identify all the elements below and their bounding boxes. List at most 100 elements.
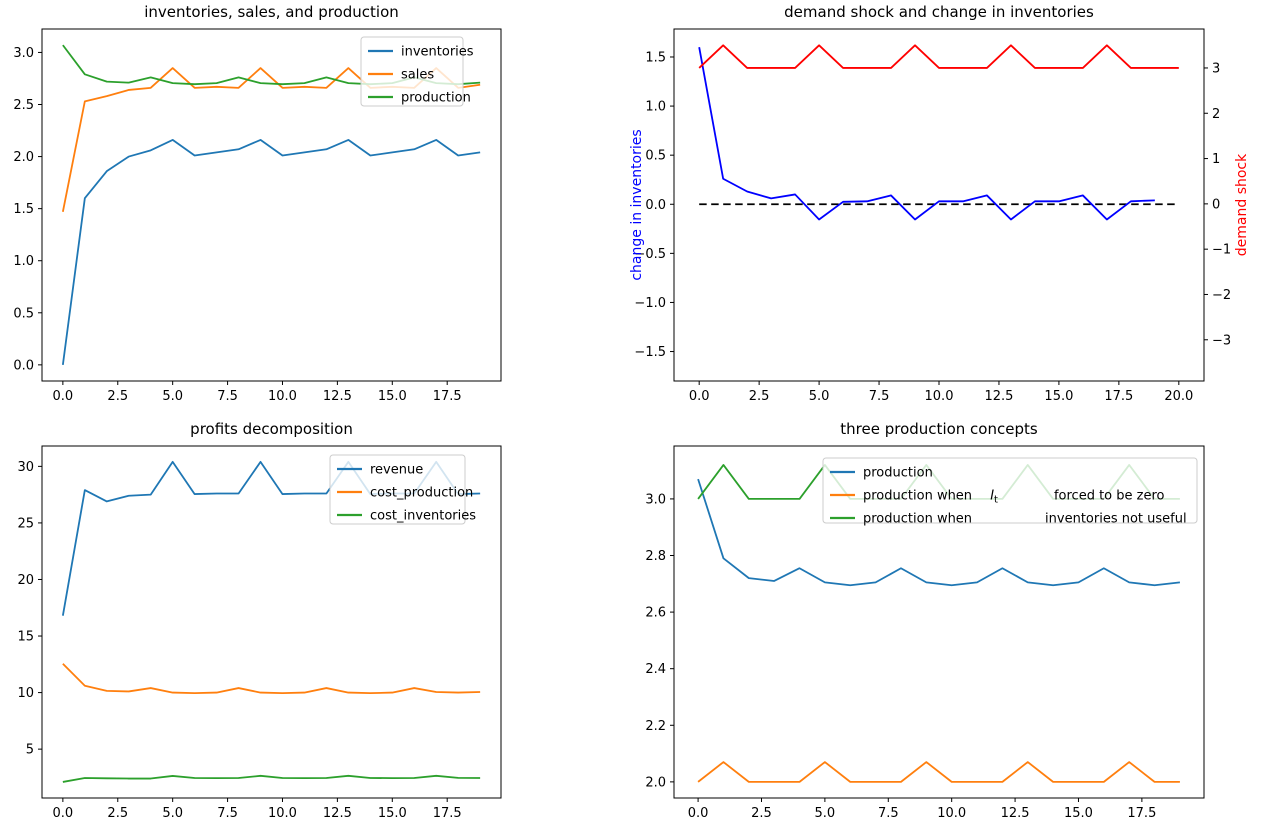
x-tick-label: 0.0 bbox=[53, 389, 74, 404]
x-axis-ticks: 0.0 2.5 5.0 7.5 10.0 12.5 15.0 17.5 bbox=[688, 798, 1156, 821]
plot-canvas: 0.0 2.5 5.0 7.5 10.0 12.5 15.0 17.5 5 10 15 20 25 30 r… bbox=[17, 445, 502, 821]
y-tick-label: −1.0 bbox=[634, 296, 666, 311]
y-tick-label: 2.8 bbox=[645, 549, 666, 564]
y-tick-label: 1.0 bbox=[645, 100, 666, 115]
y-tick-label: 25 bbox=[17, 516, 34, 531]
legend-item-label: sales bbox=[401, 68, 434, 83]
x-tick-label: 15.0 bbox=[1044, 389, 1073, 404]
x-tick-label: 15.0 bbox=[1064, 806, 1093, 821]
x-tick-label: 5.0 bbox=[162, 389, 183, 404]
right-y-tick-label: 1 bbox=[1212, 152, 1220, 167]
plot-canvas: 0.0 2.5 5.0 7.5 10.0 12.5 15.0 17.5 20.0−1.5−1.0… bbox=[629, 28, 1250, 404]
y-tick-label: 1.5 bbox=[645, 50, 666, 65]
y-tick-label: 10 bbox=[17, 686, 34, 701]
right-y-axis-ticks: −3 −2 −1 0 1 2 3 bbox=[1204, 61, 1231, 348]
x-tick-label: 17.5 bbox=[433, 806, 462, 821]
y-tick-label: 2.0 bbox=[645, 775, 666, 790]
right-y-tick-label: −2 bbox=[1212, 288, 1231, 303]
axes-frame bbox=[41, 445, 502, 799]
legend-box bbox=[360, 36, 464, 107]
y-tick-label: 2.4 bbox=[645, 662, 666, 677]
subplot-demand-shock-change-in-inventories: demand shock and change in inventories 0… bbox=[629, 0, 1264, 417]
y-axis-ticks: 5 10 15 20 25 30 bbox=[17, 460, 42, 758]
series-production-when-it-forced-to-be-zero bbox=[697, 761, 1180, 783]
legend-item-label: cost_production bbox=[370, 486, 473, 501]
x-tick-label: 2.5 bbox=[107, 806, 128, 821]
y-tick-label: 0.5 bbox=[13, 306, 34, 321]
y-tick-label: 20 bbox=[17, 573, 34, 588]
series-demand-shock bbox=[698, 44, 1179, 69]
subplot-inventories-sales-production: inventories, sales, and production 0.0 2.… bbox=[0, 0, 632, 417]
y-axis-ticks: −1.5 −1.0 −0.5 0.0 0.5 1.0 1.5 bbox=[634, 50, 674, 360]
x-tick-label: 10.0 bbox=[925, 389, 954, 404]
subplot-three-production-concepts: three production concepts 0.0 2.5 5.0 7.5 10… bbox=[632, 417, 1264, 834]
legend: revenue cost_production cost_inventories bbox=[329, 454, 476, 525]
plot-title: three production concepts bbox=[840, 420, 1038, 438]
x-tick-label: 17.5 bbox=[1127, 806, 1156, 821]
y-tick-label: −0.5 bbox=[634, 247, 666, 262]
y-tick-label: 1.5 bbox=[13, 202, 34, 217]
x-tick-label: 7.5 bbox=[217, 806, 238, 821]
x-tick-label: 17.5 bbox=[1104, 389, 1133, 404]
legend-item-label: cost_inventories bbox=[370, 509, 476, 524]
x-tick-label: 10.0 bbox=[268, 389, 297, 404]
x-tick-label: 0.0 bbox=[688, 806, 709, 821]
y-tick-label: 0.5 bbox=[645, 149, 666, 164]
x-tick-label: 20.0 bbox=[1164, 389, 1193, 404]
legend: inventories sales production bbox=[360, 36, 474, 107]
legend-box bbox=[329, 454, 466, 525]
y-tick-label: 2.2 bbox=[645, 719, 666, 734]
x-axis-ticks: 0.0 2.5 5.0 7.5 10.0 12.5 15.0 17.5 bbox=[53, 798, 462, 821]
x-tick-label: 5.0 bbox=[809, 389, 830, 404]
x-tick-label: 10.0 bbox=[268, 806, 297, 821]
x-tick-label: 5.0 bbox=[162, 806, 183, 821]
x-tick-label: 0.0 bbox=[689, 389, 710, 404]
series-inventories bbox=[61, 139, 481, 365]
axes-frame bbox=[673, 445, 1205, 799]
x-tick-label: 0.0 bbox=[53, 806, 74, 821]
y-tick-label: 2.0 bbox=[13, 150, 34, 165]
plot-canvas: 0.0 2.5 5.0 7.5 10.0 12.5 15.0 17.5 0.0 0.5 1.0 1.5… bbox=[13, 28, 502, 404]
x-tick-label: 7.5 bbox=[217, 389, 238, 404]
x-tick-label: 7.5 bbox=[869, 389, 890, 404]
y-tick-label: 2.5 bbox=[13, 98, 34, 113]
y-axis-ticks: 2.0 2.2 2.4 2.6 2.8 3.0 bbox=[645, 492, 674, 790]
right-y-axis-label: demand shock bbox=[1234, 153, 1250, 256]
y-tick-label: −1.5 bbox=[634, 345, 666, 360]
right-y-tick-label: −1 bbox=[1212, 243, 1231, 258]
legend-item-label: production when It forced to be zero bbox=[863, 489, 1165, 506]
series-change-in-inventories bbox=[698, 46, 1155, 221]
x-axis-ticks: 0.0 2.5 5.0 7.5 10.0 12.5 15.0 17.5 bbox=[53, 381, 462, 404]
plot-title: profits decomposition bbox=[190, 420, 353, 438]
plot-title: demand shock and change in inventories bbox=[784, 3, 1094, 21]
x-tick-label: 12.5 bbox=[984, 389, 1013, 404]
y-tick-label: 0.0 bbox=[645, 198, 666, 213]
x-tick-label: 2.5 bbox=[107, 389, 128, 404]
x-tick-label: 5.0 bbox=[815, 806, 836, 821]
y-tick-label: 2.6 bbox=[645, 606, 666, 621]
legend-item-label: inventories bbox=[401, 45, 474, 60]
x-tick-label: 17.5 bbox=[433, 389, 462, 404]
x-tick-label: 12.5 bbox=[323, 389, 352, 404]
x-tick-label: 15.0 bbox=[378, 806, 407, 821]
y-tick-label: 3.0 bbox=[13, 46, 34, 61]
legend-item-label: production when inventories not useful bbox=[863, 512, 1187, 527]
y-tick-label: 1.0 bbox=[13, 254, 34, 269]
legend: production production when It forced to be… bbox=[822, 457, 1198, 527]
plot-canvas: 0.0 2.5 5.0 7.5 10.0 12.5 15.0 17.5 2.0 2.2 2.4 2.6… bbox=[645, 445, 1205, 821]
y-tick-label: 0.0 bbox=[13, 358, 34, 373]
series-cost-production bbox=[62, 663, 481, 695]
subplot-profits-decomposition: profits decomposition 0.0 2.5 5.0 7.5 10.0 12… bbox=[0, 417, 632, 834]
x-tick-label: 2.5 bbox=[749, 389, 770, 404]
y-axis-ticks: 0.0 0.5 1.0 1.5 2.0 2.5 3.0 bbox=[13, 46, 42, 373]
x-tick-label: 7.5 bbox=[878, 806, 899, 821]
y-tick-label: 15 bbox=[17, 630, 34, 645]
series-production bbox=[697, 478, 1181, 587]
y-tick-label: 3.0 bbox=[645, 492, 666, 507]
legend-item-label: production bbox=[401, 91, 471, 106]
x-tick-label: 12.5 bbox=[1001, 806, 1030, 821]
x-tick-label: 10.0 bbox=[937, 806, 966, 821]
right-y-tick-label: 3 bbox=[1212, 61, 1220, 76]
x-tick-label: 12.5 bbox=[323, 806, 352, 821]
